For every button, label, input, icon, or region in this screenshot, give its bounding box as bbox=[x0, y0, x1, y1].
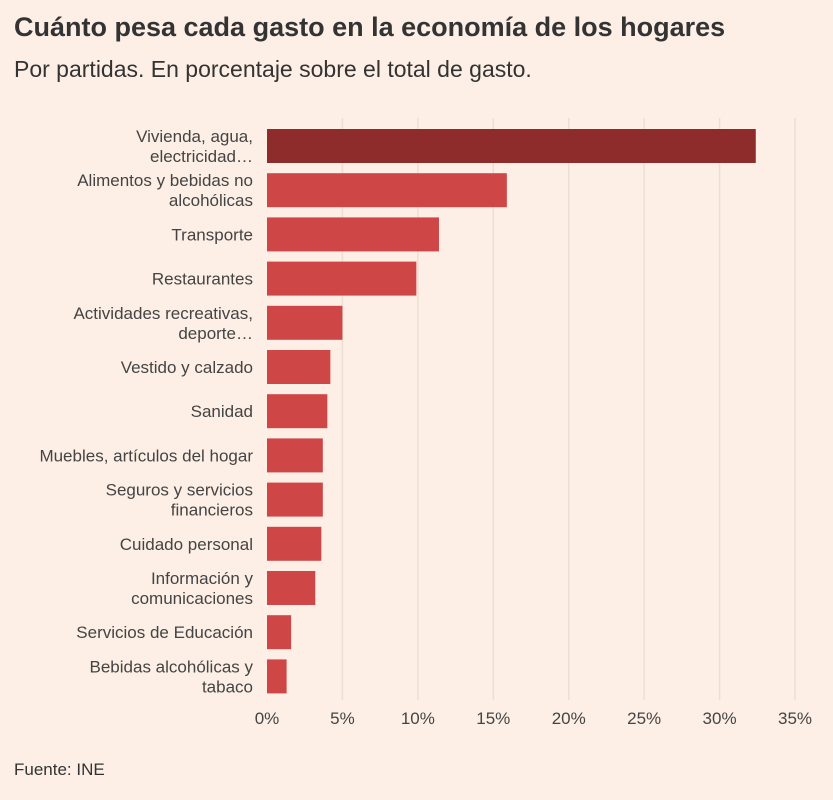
category-label: Actividades recreativas, deporte… bbox=[73, 304, 253, 343]
x-tick-label: 10% bbox=[401, 709, 435, 728]
bar bbox=[267, 571, 316, 605]
category-label: Transporte bbox=[171, 225, 253, 244]
bar bbox=[267, 394, 328, 429]
x-tick-label: 20% bbox=[552, 709, 586, 728]
bar bbox=[267, 217, 439, 252]
x-axis-ticks: 0% 5% 10% 15% 20% 25% 30% 35% bbox=[255, 709, 812, 728]
category-label: Restaurantes bbox=[152, 270, 253, 289]
bar bbox=[267, 305, 343, 340]
category-label: Servicios de Educación bbox=[76, 623, 253, 642]
bar bbox=[267, 129, 756, 163]
bar bbox=[267, 173, 507, 208]
x-tick-label: 35% bbox=[778, 709, 812, 728]
category-label: Alimentos y bebidas no alcohólicas bbox=[77, 171, 253, 210]
chart-title: Cuánto pesa cada gasto en la economía de… bbox=[14, 12, 726, 42]
x-tick-label: 5% bbox=[330, 709, 355, 728]
x-tick-label: 15% bbox=[476, 709, 510, 728]
source-note: Fuente: INE bbox=[14, 760, 105, 779]
category-label: Seguros y servicios financieros bbox=[106, 481, 253, 520]
bar bbox=[267, 438, 323, 473]
category-label: Bebidas alcohólicas y tabaco bbox=[90, 657, 254, 696]
x-tick-label: 30% bbox=[703, 709, 737, 728]
category-label: Cuidado personal bbox=[120, 535, 253, 554]
bar bbox=[267, 526, 322, 561]
x-tick-label: 25% bbox=[627, 709, 661, 728]
bars bbox=[267, 129, 756, 694]
category-labels: Vivienda, agua, electricidad… Alimentos y … bbox=[39, 127, 253, 696]
category-label: Vestido y calzado bbox=[121, 358, 253, 377]
bar bbox=[267, 261, 417, 296]
bar bbox=[267, 482, 323, 517]
grid-lines bbox=[341, 118, 796, 700]
category-label: Vivienda, agua, electricidad… bbox=[136, 127, 253, 166]
x-tick-label: 0% bbox=[255, 709, 280, 728]
chart-subtitle: Por partidas. En porcentaje sobre el tot… bbox=[14, 56, 532, 82]
bar bbox=[267, 659, 287, 694]
bar bbox=[267, 350, 331, 384]
category-label: Sanidad bbox=[191, 402, 253, 421]
category-label: Muebles, artículos del hogar bbox=[39, 446, 253, 465]
bar bbox=[267, 615, 292, 650]
category-label: Información y comunicaciones bbox=[131, 569, 253, 608]
